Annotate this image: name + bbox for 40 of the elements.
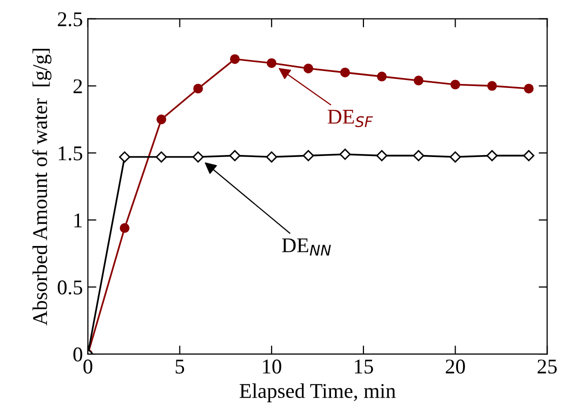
y-tick-label: 2.5	[58, 12, 82, 26]
point	[412, 150, 424, 162]
point	[156, 114, 166, 124]
point	[487, 81, 497, 91]
point	[193, 84, 203, 94]
y-tick-label: 0	[73, 347, 82, 362]
y-tick-label: 0.5	[58, 280, 82, 295]
x-tick-label: 20	[446, 360, 465, 374]
x-axis-title: Elapsed Time, min	[240, 383, 396, 402]
y-tick-label: 2	[74, 79, 82, 94]
text: DE$_{NN}$	[282, 238, 331, 256]
x-tick-label: 25	[538, 360, 557, 374]
y-axis-title: Absorbed Amount of water [g/g]	[32, 48, 52, 326]
point	[229, 150, 240, 162]
point	[119, 151, 130, 163]
y-tick-label: 1	[74, 213, 82, 228]
point	[450, 151, 461, 163]
point	[156, 151, 167, 163]
point	[302, 150, 314, 162]
y-tick-label: 1.5	[58, 146, 82, 160]
point	[340, 68, 350, 78]
point	[523, 150, 534, 162]
point	[230, 54, 240, 64]
point	[376, 72, 387, 82]
point	[120, 223, 130, 233]
point	[524, 84, 534, 94]
x-tick-label: 0	[83, 360, 92, 374]
point	[486, 150, 498, 162]
point	[266, 58, 276, 68]
point	[266, 151, 278, 163]
point	[192, 151, 204, 163]
point	[450, 80, 460, 90]
series-label: DE$_{SF}$	[328, 110, 373, 128]
point	[303, 64, 314, 74]
x-tick-label: 5	[176, 360, 184, 374]
point	[376, 150, 388, 162]
point	[414, 76, 424, 86]
x-tick-label: 10	[263, 360, 282, 374]
point	[339, 148, 351, 160]
x-tick-label: 15	[354, 360, 374, 374]
